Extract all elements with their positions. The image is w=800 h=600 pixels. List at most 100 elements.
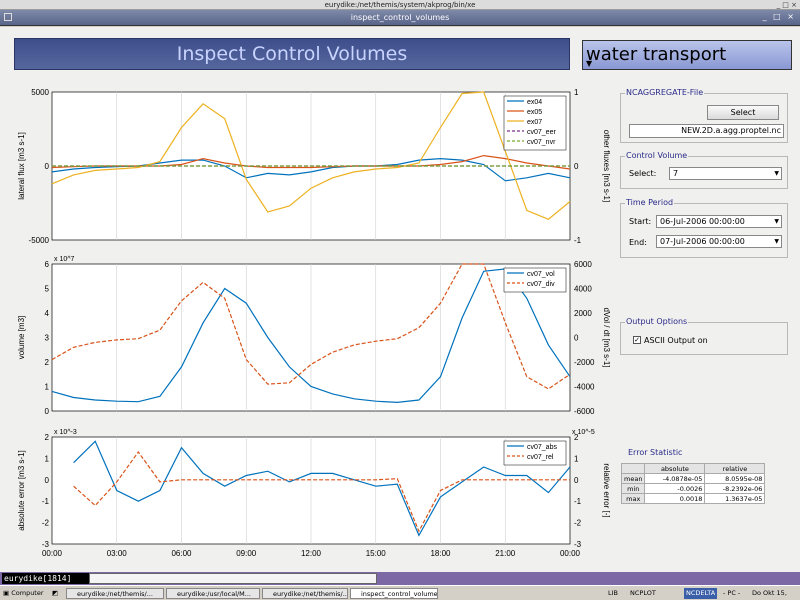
series-line-cv07_vol — [51, 268, 571, 404]
table-header-row: absolute relative — [620, 463, 766, 474]
select-file-button[interactable]: Select — [707, 105, 779, 120]
y-tick-label: 4 — [45, 309, 50, 318]
window-titlebar[interactable]: inspect_control_volumes _ □ × — [0, 10, 800, 26]
series-line-cv07_abs — [73, 440, 571, 537]
y2-exponent-label: x 10^-5 — [572, 429, 595, 436]
clock: Do Okt 15, 15:53 — [752, 589, 787, 597]
table-cell: 0.0018 — [644, 493, 706, 504]
end-time-select[interactable]: 07-Jul-2006 00:00:00 ▼ — [656, 235, 782, 248]
table-cell: mean — [620, 473, 646, 484]
file-path-field[interactable]: NEW.2D.a.agg.proptel.nc — [629, 124, 784, 138]
control-volume-select[interactable]: 7 ▼ — [669, 167, 782, 180]
y-tick-label: 5 — [45, 285, 50, 294]
y2-axis-label: relative error [-] — [602, 463, 611, 517]
tray-pc[interactable]: - PC - — [723, 589, 741, 597]
y2-tick-label: -3 — [574, 540, 582, 549]
table-row: min -0.0026 -8.2392e-06 — [620, 483, 766, 494]
table-cell: -8.2392e-06 — [704, 483, 766, 494]
x-tick-label: 09:00 — [236, 549, 257, 558]
y-exponent-label: x 10^7 — [54, 256, 75, 263]
table-cell: 8.0595e-08 — [704, 473, 766, 484]
ascii-output-checkbox[interactable]: ✓ — [633, 336, 641, 344]
end-time-value: 07-Jul-2006 00:00:00 — [660, 237, 745, 246]
y2-tick-label: -2000 — [574, 358, 595, 367]
outer-window-buttons[interactable]: _ □ × — [776, 1, 797, 9]
tray-ncplot[interactable]: NCPLOT — [630, 589, 656, 597]
y-tick-label: 0 — [45, 162, 50, 171]
control-volume-value: 7 — [673, 169, 679, 178]
y-axis-label: absolute error [m3 s-1] — [17, 450, 26, 530]
window-buttons[interactable]: _ □ × — [762, 12, 796, 21]
x-tick-label: 18:00 — [430, 549, 451, 558]
y-tick-label: 3 — [45, 334, 50, 343]
series-line-cv07_div — [51, 263, 571, 390]
y2-tick-label: 6000 — [574, 260, 592, 269]
table-header-cell: relative — [704, 463, 766, 474]
y-tick-label: -1 — [42, 497, 50, 506]
y2-axis-label: other fluxes [m3 s-1] — [602, 130, 611, 202]
y-tick-label: 6 — [45, 260, 50, 269]
taskbar: ▣ Computer ◩ eurydike:/net/themis/... eu… — [0, 585, 800, 600]
legend-entry: ex04 — [527, 99, 542, 106]
y2-tick-label: 1 — [574, 88, 579, 97]
series-line-cv07_rel — [73, 450, 570, 533]
table-cell: 1.3637e-05 — [704, 493, 766, 504]
table-header-cell: absolute — [644, 463, 706, 474]
terminal-prompt: eurydike[1814] — [2, 573, 89, 584]
computer-icon: ▣ — [3, 589, 12, 597]
error-statistic-table: absolute relative mean -4.0878e-05 8.059… — [620, 463, 766, 504]
y-axis-label: lateral flux [m3 s-1] — [17, 132, 26, 200]
taskbar-item-active[interactable]: inspect_control_volumes — [350, 588, 438, 599]
x-tick-label: 03:00 — [107, 549, 128, 558]
control-volume-legend: Control Volume — [625, 151, 689, 160]
y2-tick-label: 0 — [574, 476, 579, 485]
y-tick-label: 1 — [45, 383, 50, 392]
legend-box — [503, 440, 567, 466]
legend-entry: ex05 — [527, 109, 542, 116]
y2-tick-label: -4000 — [574, 383, 595, 392]
window-title: inspect_control_volumes — [350, 13, 450, 22]
control-volume-select-label: Select: — [629, 169, 657, 178]
y2-tick-label: 0 — [574, 162, 579, 171]
table-cell: min — [620, 483, 646, 494]
outer-titlebar[interactable]: eurydike:/net/themis/system/akprog/bin/x… — [0, 0, 800, 10]
x-tick-label: 06:00 — [171, 549, 192, 558]
quantity-value: water transport — [586, 44, 727, 65]
table-cell: max — [620, 493, 646, 504]
y2-tick-label: 2000 — [574, 309, 592, 318]
output-options-panel: Output Options ✓ ASCII Output on — [620, 317, 788, 355]
chevron-down-icon: ▼ — [586, 59, 593, 68]
tray-lib[interactable]: LIB — [608, 589, 618, 597]
table-header-cell — [620, 463, 646, 474]
start-time-select[interactable]: 06-Jul-2006 00:00:00 ▼ — [656, 215, 782, 228]
page-title: Inspect Control Volumes — [176, 43, 408, 65]
y2-axis-label: dVol / dt [m3 s-1] — [602, 307, 611, 367]
taskbar-item[interactable]: eurydike:/net/themis/... — [262, 588, 348, 599]
y-axis-label: volume [m3] — [17, 316, 26, 360]
y2-tick-label: -1 — [574, 497, 582, 506]
window-menu-icon[interactable] — [4, 13, 12, 21]
tray-ncdelta[interactable]: NCDELTA — [684, 588, 718, 599]
taskbar-item[interactable]: eurydike:/usr/local/M... — [166, 588, 260, 599]
table-cell: -4.0878e-05 — [644, 473, 706, 484]
chart-panel-2: 6 5 4 3 2 1 0 6000 4000 2000 0 -2000 -4000 -6000 x 10^… — [17, 256, 611, 416]
y-tick-label: -3 — [42, 540, 50, 549]
table-row: max 0.0018 1.3637e-05 — [620, 493, 766, 504]
legend-entry: cv07_nvr — [527, 139, 556, 146]
quantity-dropdown[interactable]: water transport ▼ — [582, 40, 792, 70]
show-desktop-icon[interactable]: ◩ — [52, 589, 59, 597]
y2-tick-label: 4000 — [574, 285, 592, 294]
taskbar-item[interactable]: eurydike:/net/themis/... — [66, 588, 164, 599]
time-period-legend: Time Period — [625, 198, 675, 207]
legend-entry: cv07_eer — [527, 129, 556, 136]
x-tick-label: 21:00 — [495, 549, 516, 558]
app-header: Inspect Control Volumes — [14, 38, 570, 70]
terminal-input[interactable] — [89, 573, 377, 584]
series-line-ex07 — [51, 91, 571, 220]
time-period-panel: Time Period Start: 06-Jul-2006 00:00:00 … — [620, 198, 788, 258]
table-row: mean -4.0878e-05 8.0595e-08 — [620, 473, 766, 484]
start-computer-button[interactable]: ▣ Computer — [3, 588, 44, 599]
x-tick-label: 15:00 — [366, 549, 387, 558]
outer-title: eurydike:/net/themis/system/akprog/bin/x… — [324, 1, 476, 9]
